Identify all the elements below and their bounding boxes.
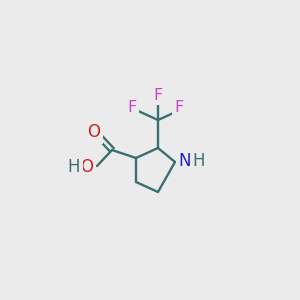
Text: H: H bbox=[68, 158, 80, 176]
Text: O: O bbox=[80, 158, 93, 176]
Text: O: O bbox=[88, 123, 100, 141]
Text: H: H bbox=[192, 152, 205, 170]
Text: N: N bbox=[178, 152, 190, 170]
Text: F: F bbox=[128, 100, 136, 116]
Text: F: F bbox=[153, 88, 163, 103]
Text: F: F bbox=[175, 100, 184, 116]
